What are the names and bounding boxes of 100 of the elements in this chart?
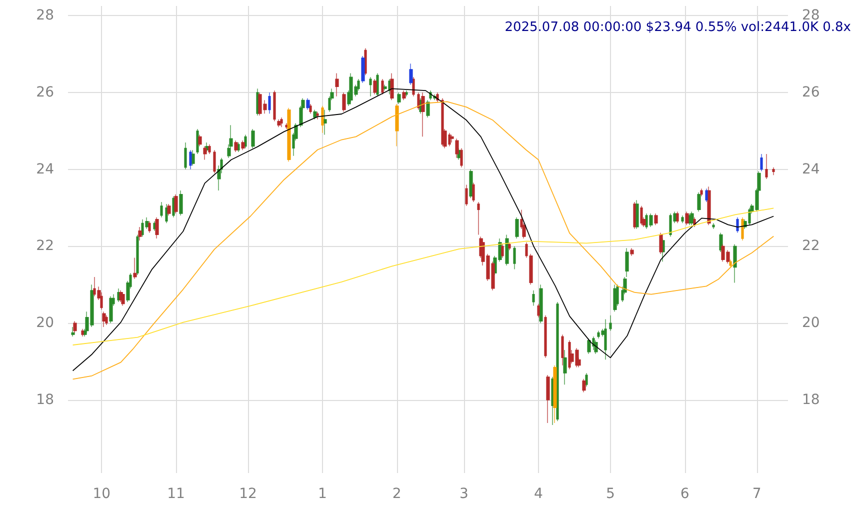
candlestick <box>397 92 401 104</box>
candlestick <box>654 213 658 226</box>
y-tick-label: 22 <box>36 238 54 254</box>
candlestick <box>537 304 540 318</box>
candlestick <box>251 128 255 149</box>
candlestick <box>376 72 379 97</box>
candlestick <box>321 106 324 134</box>
candlestick <box>121 292 125 306</box>
candlestick <box>544 315 547 358</box>
candlestick <box>765 154 768 180</box>
x-tick-label: 10 <box>92 486 111 502</box>
candlestick <box>568 340 571 370</box>
candlestick <box>685 211 689 226</box>
candlestick <box>604 318 607 360</box>
candlestick <box>609 315 612 332</box>
candlestick <box>736 217 739 234</box>
candlestick <box>477 202 480 235</box>
candlestick <box>172 196 175 218</box>
candlestick <box>546 374 550 424</box>
candlestick <box>191 150 195 166</box>
candlestick <box>395 104 399 147</box>
candlestick <box>117 288 120 302</box>
candlestick <box>189 150 192 170</box>
candlestick <box>179 190 183 216</box>
candlestick <box>633 202 636 230</box>
x-tick-label: 11 <box>167 486 185 502</box>
candlestick <box>412 76 415 97</box>
candlestick <box>587 338 591 354</box>
candlestick <box>136 234 139 276</box>
candlestick <box>102 311 106 328</box>
candlestick <box>630 248 634 256</box>
candlestick <box>669 213 672 237</box>
candlestick <box>335 72 339 97</box>
candlestick <box>273 90 276 122</box>
candlestick <box>697 192 701 212</box>
candlestick <box>390 72 394 100</box>
candlestick <box>450 134 454 143</box>
x-tick-label: 12 <box>239 486 257 502</box>
candlestick <box>705 188 708 202</box>
x-tick-label: 5 <box>606 486 615 502</box>
candlestick <box>285 122 288 130</box>
candlestick <box>105 315 108 326</box>
candlestick <box>733 244 737 284</box>
candlestick <box>508 242 511 250</box>
candlestick <box>690 211 694 226</box>
candlestick <box>729 259 732 268</box>
candlestick <box>513 246 516 270</box>
y2-tick-label: 26 <box>802 84 820 100</box>
candlestick <box>81 328 84 337</box>
y-tick-label: 24 <box>36 161 54 178</box>
y-tick-label: 18 <box>36 392 54 408</box>
candlestick <box>539 284 543 324</box>
candlestick <box>465 184 468 206</box>
candlestick <box>153 220 156 232</box>
candlestick <box>71 326 75 337</box>
candlestick <box>174 194 178 214</box>
text: 2025.07.08 00:00:00 $23.94 0.55% vol:2441.0K 0.8x <box>504 20 852 35</box>
x-tick-label: 3 <box>460 486 468 502</box>
candlestick <box>184 142 187 170</box>
candlestick <box>405 90 408 97</box>
x-tick-label: 7 <box>752 486 762 502</box>
candlestick <box>237 142 240 152</box>
candlestick <box>234 140 238 152</box>
candlestick <box>707 186 711 226</box>
candlestick <box>323 109 327 136</box>
candlestick <box>556 302 559 422</box>
candlestick <box>364 48 367 76</box>
candlestick <box>316 111 319 120</box>
candlestick <box>309 104 312 114</box>
candlestick <box>73 320 77 334</box>
y-tick-label: 26 <box>36 84 54 100</box>
candlestick <box>505 234 509 266</box>
candlestick <box>772 167 775 176</box>
candlestick <box>369 76 372 97</box>
candlestick <box>741 217 744 241</box>
y2-tick-label: 22 <box>802 238 820 254</box>
candlestick <box>613 284 617 312</box>
candlestick <box>585 372 588 387</box>
candlestick <box>515 217 519 239</box>
candlestick <box>553 365 557 424</box>
candlestick <box>532 290 535 306</box>
candlestick <box>640 206 643 226</box>
candlestick <box>133 257 137 280</box>
candlestick <box>306 98 310 110</box>
candlestick <box>381 78 384 95</box>
candlestick <box>244 134 247 149</box>
candlestick <box>681 215 684 224</box>
y-tick-label: 20 <box>36 315 54 332</box>
candlestick <box>213 150 216 174</box>
candlestick <box>409 63 413 86</box>
candlestick <box>402 90 406 100</box>
candlestick <box>373 78 377 95</box>
candlestick <box>165 204 168 224</box>
candlestick <box>167 204 171 216</box>
candlestick <box>501 244 504 258</box>
candlestick <box>196 128 199 154</box>
line-series <box>72 208 774 346</box>
candlestick <box>361 56 365 84</box>
candlestick <box>760 154 763 172</box>
candlestick <box>109 296 113 324</box>
